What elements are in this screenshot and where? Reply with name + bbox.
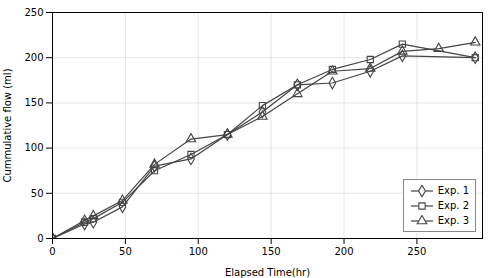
svg-text:250: 250 bbox=[24, 7, 43, 18]
svg-text:100: 100 bbox=[24, 142, 43, 153]
svg-text:200: 200 bbox=[24, 52, 43, 63]
svg-text:0: 0 bbox=[37, 233, 43, 244]
html-text:Exp. 1: Exp. 1 bbox=[437, 185, 469, 196]
svg-text:150: 150 bbox=[24, 97, 43, 108]
svg-text:100: 100 bbox=[189, 246, 208, 257]
svg-text:Cummulative flow (ml): Cummulative flow (ml) bbox=[2, 68, 13, 182]
html-text:Exp. 3: Exp. 3 bbox=[437, 215, 469, 226]
svg-text:200: 200 bbox=[334, 246, 353, 257]
svg-text:50: 50 bbox=[31, 188, 44, 199]
svg-text:50: 50 bbox=[119, 246, 132, 257]
svg-text:Elapsed Time(hr): Elapsed Time(hr) bbox=[225, 267, 310, 278]
svg-text:150: 150 bbox=[262, 246, 281, 257]
html-text:Exp. 2: Exp. 2 bbox=[437, 200, 469, 211]
svg-text:0: 0 bbox=[49, 246, 55, 257]
svg-text:250: 250 bbox=[407, 246, 426, 257]
